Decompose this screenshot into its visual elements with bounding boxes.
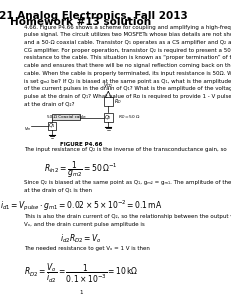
Text: of the current pulses in the drain of Q₁? What is the amplitude of the voltage: of the current pulses in the drain of Q₁… bbox=[24, 86, 231, 92]
Text: CG amplifier. For proper operation, transistor Q₂ is required to present a 50-Ω: CG amplifier. For proper operation, tran… bbox=[24, 48, 231, 53]
Text: FIGURE P4.66: FIGURE P4.66 bbox=[60, 142, 102, 147]
Text: $Q_2$: $Q_2$ bbox=[104, 113, 112, 122]
Text: cable and ensures that there will be no signal reflection coming back on the: cable and ensures that there will be no … bbox=[24, 63, 231, 68]
Text: 50-Ω Coaxial cable: 50-Ω Coaxial cable bbox=[47, 115, 85, 119]
Text: 1: 1 bbox=[79, 290, 83, 295]
Text: at the drain of Q₁ is then: at the drain of Q₁ is then bbox=[24, 188, 92, 193]
Text: is set gₘ₂ be? If Q₂ is biased at the same point as Q₁, what is the amplitude: is set gₘ₂ be? If Q₂ is biased at the sa… bbox=[24, 79, 231, 84]
Text: The needed resistance to get Vₒ = 1 V is then: The needed resistance to get Vₒ = 1 V is… bbox=[24, 246, 150, 251]
FancyBboxPatch shape bbox=[104, 113, 113, 122]
Text: This is also the drain current of Q₂, so the relationship between the output vol: This is also the drain current of Q₂, so… bbox=[24, 214, 231, 219]
Text: EE 321 Analog Electronics, Fall 2013: EE 321 Analog Electronics, Fall 2013 bbox=[0, 11, 188, 21]
Text: pulse signal. The circuit utilizes two MOSFETs whose bias details are not shown: pulse signal. The circuit utilizes two M… bbox=[24, 32, 231, 37]
Text: pulse at the drain of Q₁? What value of Rᴅ is required to provide 1 - V pulses: pulse at the drain of Q₁? What value of … bbox=[24, 94, 231, 99]
Text: $R_D = 50\,\Omega$: $R_D = 50\,\Omega$ bbox=[118, 114, 141, 122]
Text: 4.66. Figure P4.66 shows a scheme for coupling and amplifying a high-frequency: 4.66. Figure P4.66 shows a scheme for co… bbox=[24, 25, 231, 30]
Text: Since Q₂ is biased at the same point as Q₁, gₘ₂ = gₘ₁. The amplitude of the curr: Since Q₂ is biased at the same point as … bbox=[24, 180, 231, 185]
Text: $R_D$: $R_D$ bbox=[113, 97, 121, 106]
Text: resistance to the cable. This situation is known as “proper termination” of the: resistance to the cable. This situation … bbox=[24, 56, 231, 61]
Text: and a 50-Ω coaxial cable. Transistor Q₁ operates as a CS amplifier and Q₂ as a: and a 50-Ω coaxial cable. Transistor Q₁ … bbox=[24, 40, 231, 45]
Text: $R_{in2} = \dfrac{1}{g_{m2}} = 50\,\Omega^{-1}$: $R_{in2} = \dfrac{1}{g_{m2}} = 50\,\Omeg… bbox=[44, 160, 118, 180]
Text: $V_{DD}$: $V_{DD}$ bbox=[103, 81, 113, 90]
Text: Homework #13 solution: Homework #13 solution bbox=[10, 17, 152, 27]
Text: $v_{in}$: $v_{in}$ bbox=[24, 125, 31, 133]
Text: $i_{d2} R_{D2} = V_o$: $i_{d2} R_{D2} = V_o$ bbox=[60, 232, 102, 245]
FancyBboxPatch shape bbox=[104, 97, 113, 106]
Text: $R_{D2} = \dfrac{V_o}{i_{d2}} = \dfrac{1}{0.1 \times 10^{-3}} = 10\,\mathrm{k}\O: $R_{D2} = \dfrac{V_o}{i_{d2}} = \dfrac{1… bbox=[24, 261, 138, 284]
FancyBboxPatch shape bbox=[48, 122, 56, 130]
FancyBboxPatch shape bbox=[52, 114, 80, 120]
Text: The input resistance of Q₂ is the inverse of the transconductance gain, so: The input resistance of Q₂ is the invers… bbox=[24, 147, 226, 152]
Text: at the drain of Q₂?: at the drain of Q₂? bbox=[24, 102, 74, 107]
Text: $i_{d1} = V_{pulse} \cdot g_{m1} = 0.02 \times 5 \times 10^{-2} = 0.1\,\mathrm{m: $i_{d1} = V_{pulse} \cdot g_{m1} = 0.02 … bbox=[0, 199, 162, 213]
Text: cable. When the cable is properly terminated, its input resistance is 50Ω. What: cable. When the cable is properly termin… bbox=[24, 71, 231, 76]
Text: $Q_1$: $Q_1$ bbox=[48, 122, 56, 130]
Text: Vₒ, and the drain current pulse amplitude is: Vₒ, and the drain current pulse amplitud… bbox=[24, 222, 144, 227]
